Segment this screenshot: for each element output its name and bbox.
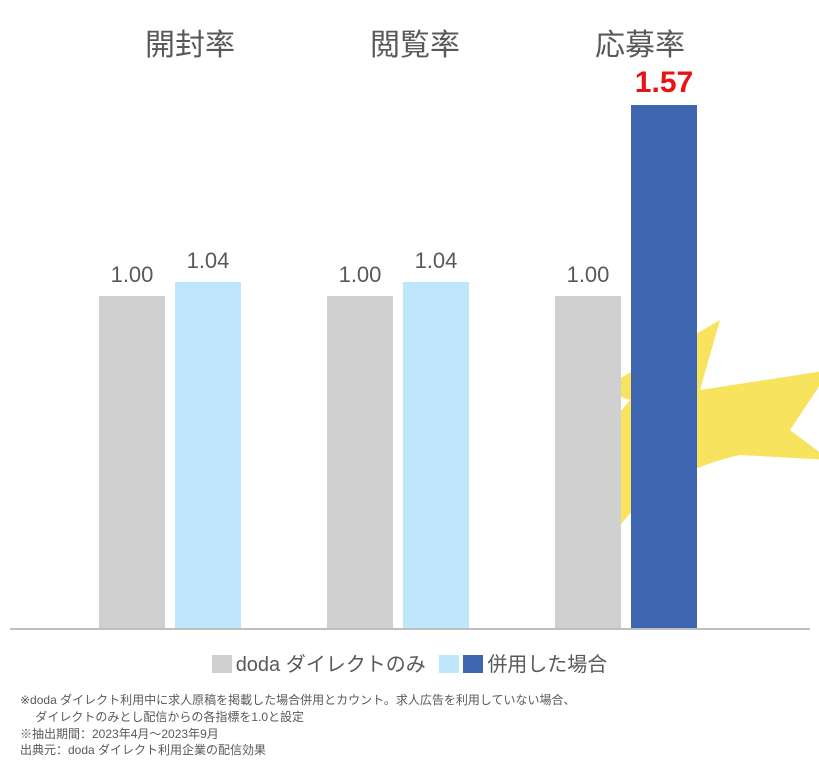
bar-label-open-rate-direct-only: 1.00 xyxy=(99,262,165,288)
footnote-line-2: ダイレクトのみとし配信からの各指標を1.0と設定 xyxy=(20,709,576,726)
category-title-apply-rate: 応募率 xyxy=(595,20,685,64)
bar-apply-rate-combined xyxy=(631,105,697,630)
bar-open-rate-direct-only xyxy=(99,296,165,630)
category-title-view-rate: 閲覧率 xyxy=(370,20,460,64)
category-title-open-rate: 開封率 xyxy=(145,20,235,64)
x-axis-baseline xyxy=(10,628,810,630)
bar-label-apply-rate-combined-highlight: 1.57 xyxy=(621,66,707,100)
legend: doda ダイレクトのみ 併用した場合 xyxy=(0,648,819,677)
legend-swatch-combined-dark xyxy=(463,655,483,673)
legend-label-combined: 併用した場合 xyxy=(487,654,607,676)
bar-label-view-rate-combined: 1.04 xyxy=(403,248,469,274)
footnote-line-1: ※doda ダイレクト利用中に求人原稿を掲載した場合併用とカウント。求人広告を利… xyxy=(20,692,576,709)
bar-label-open-rate-combined: 1.04 xyxy=(175,248,241,274)
bar-view-rate-direct-only xyxy=(327,296,393,630)
legend-label-direct-only: doda ダイレクトのみ xyxy=(236,654,426,676)
footnote-line-4: 出典元：doda ダイレクト利用企業の配信効果 xyxy=(20,742,576,759)
bar-label-view-rate-direct-only: 1.00 xyxy=(327,262,393,288)
bar-view-rate-combined xyxy=(403,282,469,630)
bar-apply-rate-direct-only xyxy=(555,296,621,630)
legend-swatch-direct-only xyxy=(212,655,232,673)
footnote-line-3: ※抽出期間：2023年4月～2023年9月 xyxy=(20,726,576,743)
legend-item-direct-only: doda ダイレクトのみ xyxy=(212,648,426,677)
chart-container: 開封率 閲覧率 応募率 1.00 1.04 1.00 1.04 1.00 1.5… xyxy=(0,0,819,768)
plot-area: 1.00 1.04 1.00 1.04 1.00 1.57 xyxy=(20,78,810,630)
category-titles: 開封率 閲覧率 応募率 xyxy=(0,20,819,70)
bar-label-apply-rate-direct-only: 1.00 xyxy=(555,262,621,288)
footnotes: ※doda ダイレクト利用中に求人原稿を掲載した場合併用とカウント。求人広告を利… xyxy=(20,692,576,759)
legend-item-combined: 併用した場合 xyxy=(439,648,607,677)
legend-swatch-combined-light xyxy=(439,655,459,673)
bar-open-rate-combined xyxy=(175,282,241,630)
